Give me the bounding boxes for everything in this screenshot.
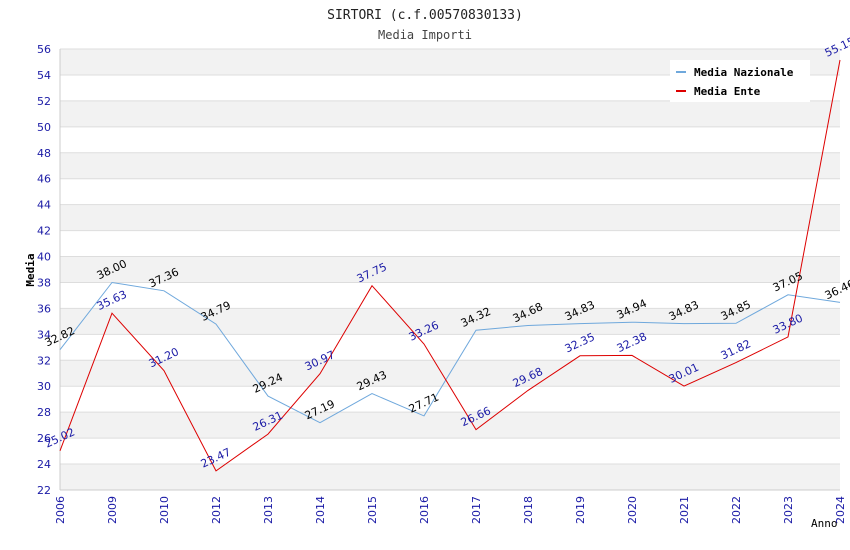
- chart-title: SIRTORI (c.f.00570830133): [327, 8, 523, 23]
- x-tick-label: 2015: [366, 496, 379, 524]
- y-tick-label: 22: [37, 484, 51, 497]
- legend-entry: Media Nazionale: [694, 66, 794, 79]
- y-tick-labels: 22 24 26 28 30 32 34 36 38 40 42 44 46 48 50 52 54 56: [37, 43, 51, 497]
- plot-band: [60, 230, 840, 257]
- plot-band: [60, 282, 840, 309]
- plot-band: [60, 412, 840, 439]
- plot-band: [60, 256, 840, 283]
- y-tick-label: 54: [37, 69, 51, 82]
- plot-band: [60, 204, 840, 231]
- y-tick-label: 44: [37, 199, 51, 212]
- x-tick-label: 2023: [782, 496, 795, 524]
- y-tick-label: 42: [37, 225, 51, 238]
- x-axis-label: Anno: [811, 517, 838, 530]
- x-tick-label: 2012: [210, 496, 223, 524]
- legend: Media Nazionale Media Ente: [670, 60, 810, 102]
- y-tick-label: 32: [37, 354, 51, 367]
- y-tick-label: 50: [37, 121, 51, 134]
- x-tick-label: 2016: [418, 496, 431, 524]
- x-tick-label: 2017: [470, 496, 483, 524]
- x-tick-label: 2013: [262, 496, 275, 524]
- series-line-media-nazionale: [59, 281, 841, 424]
- plot-band: [60, 464, 840, 490]
- series-lines: [59, 59, 841, 472]
- plot-band: [60, 386, 840, 413]
- x-tick-label: 2010: [158, 496, 171, 524]
- y-tick-label: 34: [37, 328, 51, 341]
- legend-entry: Media Ente: [694, 85, 761, 98]
- plot-band: [60, 308, 840, 335]
- y-tick-label: 28: [37, 406, 51, 419]
- y-tick-label: 52: [37, 95, 51, 108]
- plot-band: [60, 100, 840, 127]
- grid-lines: [60, 48, 840, 491]
- x-tick-label: 2019: [574, 496, 587, 524]
- plot-band: [60, 178, 840, 205]
- x-tick-label: 2020: [626, 496, 639, 524]
- x-tick-labels: 2006 2009 2010 2012 2013 2014 2015 2016 2017 2018…: [54, 496, 847, 524]
- series-line-media-ente: [59, 59, 841, 472]
- y-tick-label: 48: [37, 147, 51, 160]
- plot-band: [60, 334, 840, 361]
- plot-background: [60, 49, 840, 490]
- x-tick-label: 2009: [106, 496, 119, 524]
- x-tick-label: 2021: [678, 496, 691, 524]
- y-tick-label: 38: [37, 276, 51, 289]
- legend-box: [670, 60, 810, 102]
- y-tick-label: 40: [37, 251, 51, 264]
- y-tick-label: 24: [37, 458, 51, 471]
- axes: [59, 49, 840, 491]
- y-tick-label: 30: [37, 380, 51, 393]
- plot-band: [60, 152, 840, 179]
- x-tick-label: 2006: [54, 496, 67, 524]
- y-axis-label: Media: [24, 253, 37, 286]
- chart-subtitle: Media Importi: [378, 28, 472, 42]
- y-tick-label: 26: [37, 432, 51, 445]
- x-tick-label: 2022: [730, 496, 743, 524]
- x-tick-label: 2014: [314, 496, 327, 524]
- x-tick-label: 2024: [834, 496, 847, 524]
- plot-band: [60, 438, 840, 465]
- x-tick-label: 2018: [522, 496, 535, 524]
- plot-band: [60, 126, 840, 153]
- y-tick-label: 36: [37, 302, 51, 315]
- y-tick-label: 46: [37, 173, 51, 186]
- y-tick-label: 56: [37, 43, 51, 56]
